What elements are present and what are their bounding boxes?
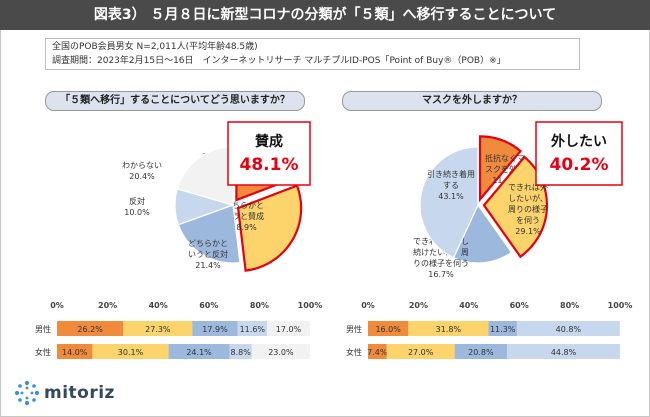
right-bar-bar-label-0-1: 31.8% bbox=[436, 325, 462, 334]
left-bar-bar-0-0 bbox=[57, 321, 124, 336]
left-bar-bar-1-3 bbox=[229, 344, 252, 359]
left-bar-bar-label-1-0: 14.0% bbox=[62, 348, 88, 357]
left-bar-bar-label-1-1: 30.1% bbox=[118, 348, 144, 357]
right-bar-bar-label-0-3: 40.8% bbox=[556, 325, 582, 334]
left-pie-slice-value-3: 10.0% bbox=[124, 208, 150, 217]
survey-period-text: 調査期間：2023年2月15日～16日 インターネットリサーチ マルチプルID-… bbox=[52, 56, 506, 66]
left-pie-slice-label-2-line-1: いうと反対 bbox=[188, 249, 228, 259]
right-bar-bar-1-1 bbox=[386, 344, 455, 359]
right-bar-bar-1-2 bbox=[454, 344, 508, 359]
left-pie-slice-value-2: 21.4% bbox=[195, 261, 221, 270]
left-bar-axis-tick-0: 0% bbox=[50, 301, 64, 310]
right-pie-slice-label-1-line-1: したいが、 bbox=[508, 193, 548, 203]
right-pie-slice-label-2-line-2: りの様子を伺う bbox=[413, 258, 469, 268]
right-callout-value: 40.2% bbox=[550, 155, 609, 175]
right-bar-axis-tick-2: 40% bbox=[459, 301, 478, 310]
right-bar-bar-0-2 bbox=[488, 321, 517, 336]
right-bar-bar-0-1 bbox=[408, 321, 489, 336]
left-bar-axis-tick-5: 100% bbox=[298, 301, 323, 310]
left-bar-bar-label-1-2: 24.1% bbox=[186, 348, 212, 357]
left-bar-bar-label-1-3: 8.8% bbox=[231, 348, 252, 357]
left-callout-value: 48.1% bbox=[240, 155, 299, 175]
left-bar-bar-label-0-2: 17.9% bbox=[202, 325, 228, 334]
right-bar-row-label-0: 男性 bbox=[346, 324, 362, 334]
right-bar-axis-tick-3: 60% bbox=[510, 301, 529, 310]
left-bar-bar-0-3 bbox=[237, 321, 267, 336]
right-bar-bar-label-1-3: 44.8% bbox=[551, 348, 577, 357]
left-bar-bar-1-0 bbox=[57, 344, 93, 359]
left-bar-bar-0-4 bbox=[266, 321, 310, 336]
left-bar-axis-tick-3: 60% bbox=[199, 301, 218, 310]
right-callout-label: 外したい bbox=[551, 133, 607, 150]
right-bar-bar-label-0-2: 11.3% bbox=[490, 325, 516, 334]
left-bar-bar-1-1 bbox=[92, 344, 169, 359]
right-pie-slice-value-2: 16.7% bbox=[428, 270, 454, 279]
left-pie-slice-value-1: 28.9% bbox=[231, 223, 257, 232]
left-pie-slice-label-3-line-0: 反対 bbox=[129, 196, 145, 206]
left-pie-slice-label-1-line-1: いうと賛成 bbox=[224, 211, 264, 221]
left-bar-bar-0-1 bbox=[123, 321, 193, 336]
survey-info-box: 全国のPOB会員男女 N=2,011人(平均年齢48.5歳) 調査期間：2023… bbox=[45, 38, 580, 70]
left-bar-bar-1-2 bbox=[168, 344, 230, 359]
left-bar-bar-label-0-3: 11.6% bbox=[240, 325, 266, 334]
right-pie-slice-2 bbox=[452, 203, 513, 264]
left-callout-label: 賛成 bbox=[255, 133, 283, 150]
right-pie-slice-1 bbox=[482, 155, 549, 259]
left-bar-bar-label-0-4: 17.0% bbox=[276, 325, 302, 334]
right-bar-row-label-1: 女性 bbox=[346, 347, 362, 357]
right-pie-slice-label-0-line-1: スクを外す bbox=[485, 164, 525, 174]
right-callout-box bbox=[535, 121, 623, 186]
figure-title: 図表3） ５月８日に新型コロナの分類が「５類」へ移行することについて bbox=[0, 0, 650, 30]
mitoriz-logo: mitoriz bbox=[14, 379, 115, 407]
left-pie-slice-value-4: 20.4% bbox=[129, 172, 155, 181]
right-bar-bar-0-3 bbox=[516, 321, 620, 336]
right-bar-axis-tick-0: 0% bbox=[361, 301, 375, 310]
left-bar-row-label-1: 女性 bbox=[35, 347, 51, 357]
right-pie-slice-label-0-line-0: 抵抗なくマ bbox=[485, 153, 525, 163]
right-pie-slice-0 bbox=[478, 135, 523, 203]
right-pie-slice-label-3-line-0: 引き続き着用 bbox=[427, 169, 475, 179]
survey-sample-text: 全国のPOB会員男女 N=2,011人(平均年齢48.5歳) bbox=[52, 42, 258, 52]
left-pie-slice-label-4-line-0: わからない bbox=[122, 161, 162, 170]
left-bar-axis-tick-2: 40% bbox=[149, 301, 168, 310]
left-bar-axis-tick-4: 80% bbox=[250, 301, 269, 310]
right-bar-bar-label-1-2: 20.8% bbox=[468, 348, 494, 357]
logo-mark-icon bbox=[14, 380, 40, 406]
right-bar-bar-label-1-0: 7.4% bbox=[367, 348, 388, 357]
left-bar-bar-label-1-4: 23.0% bbox=[268, 348, 294, 357]
right-bar-bar-1-0 bbox=[368, 344, 387, 359]
left-bar-bar-label-0-1: 27.3% bbox=[145, 325, 171, 334]
right-pie-slice-value-1: 29.1% bbox=[515, 227, 541, 236]
right-pie-slice-label-2-line-1: 続けたいが、周 bbox=[413, 247, 469, 257]
left-bar-bar-0-2 bbox=[192, 321, 238, 336]
right-bar-axis-tick-1: 20% bbox=[409, 301, 428, 310]
right-pie-slice-label-1-line-3: を伺う bbox=[516, 215, 540, 225]
right-bar-bar-1-3 bbox=[507, 344, 620, 359]
right-bar-bar-label-1-1: 27.0% bbox=[408, 348, 434, 357]
right-pie-slice-3 bbox=[419, 146, 479, 259]
right-pie-slice-label-1-line-0: できれば外 bbox=[508, 182, 548, 192]
right-question-banner: マスクを外しますか？ bbox=[342, 91, 602, 111]
left-bar-bar-1-4 bbox=[251, 344, 310, 359]
left-callout-box bbox=[227, 121, 311, 186]
right-bar-bar-label-0-0: 16.0% bbox=[375, 325, 401, 334]
left-pie-slice-1 bbox=[236, 184, 303, 272]
logo-text: mitoriz bbox=[44, 383, 115, 403]
right-bar-bar-0-0 bbox=[368, 321, 409, 336]
left-bar-bar-label-0-0: 26.2% bbox=[77, 325, 103, 334]
right-bar-axis-tick-5: 100% bbox=[608, 301, 633, 310]
right-bar-axis-tick-4: 80% bbox=[560, 301, 579, 310]
left-bar-row-label-0: 男性 bbox=[35, 324, 51, 334]
right-pie-slice-value-3: 43.1% bbox=[438, 192, 464, 201]
right-pie-slice-label-3-line-1: する bbox=[443, 181, 459, 190]
right-pie-slice-label-1-line-2: 周りの様子 bbox=[508, 204, 548, 214]
left-question-banner: 「５類へ移行」することについてどう思いますか？ bbox=[45, 91, 305, 111]
left-pie-slice-label-2-line-0: どちらかと bbox=[188, 239, 228, 248]
left-bar-axis-tick-1: 20% bbox=[98, 301, 117, 310]
left-pie-slice-label-1-line-0: どちらかと bbox=[224, 201, 264, 210]
